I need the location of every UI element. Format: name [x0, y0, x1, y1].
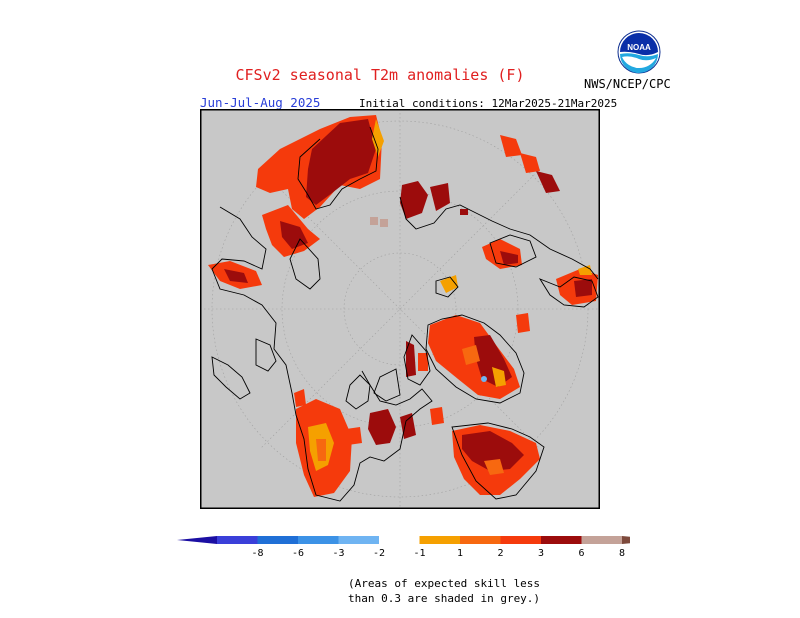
colorbar-right-arrow [622, 536, 630, 544]
colorbar-cell [298, 536, 339, 544]
colorbar: -8 -6 -3 -2 -1 1 2 3 6 8 [177, 536, 630, 559]
colorbar-ticks: -8 -6 -3 -2 -1 1 2 3 6 8 [251, 548, 625, 559]
colorbar-tick-label: -1 [413, 548, 425, 559]
colorbar-tick-label: 6 [578, 548, 584, 559]
latitude-circles [200, 109, 600, 509]
noaa-logo: NOAA [617, 30, 661, 74]
colorbar-cell [257, 536, 298, 544]
anomaly-northeast [440, 135, 598, 305]
anomaly-europe [208, 115, 468, 289]
colorbar-cell [460, 536, 501, 544]
colorbar-tick-label: 8 [619, 548, 625, 559]
colorbar-tick-label: -6 [292, 548, 304, 559]
chart-title: CFSv2 seasonal T2m anomalies (F) [235, 66, 525, 84]
colorbar-tick-label: 3 [538, 548, 544, 559]
colorbar-left-arrow [177, 536, 217, 544]
anomaly-north-america [406, 313, 540, 495]
colorbar-cells [177, 536, 630, 544]
coastlines [211, 126, 599, 502]
colorbar-cell [500, 536, 541, 544]
skill-note: (Areas of expected skill less than 0.3 a… [348, 576, 540, 606]
anomaly-map [200, 109, 600, 509]
skill-note-line-1: (Areas of expected skill less [348, 577, 541, 590]
colorbar-cell [338, 536, 379, 544]
colorbar-cell [581, 536, 622, 544]
colorbar-tick-label: -8 [251, 548, 263, 559]
colorbar-tick-label: 1 [457, 548, 463, 559]
colorbar-cell [379, 536, 420, 544]
colorbar-cell [217, 536, 258, 544]
colorbar-cell [541, 536, 582, 544]
logo-text: NOAA [627, 43, 651, 52]
initial-conditions-label: Initial conditions: 12Mar2025-21Mar2025 [359, 97, 618, 110]
season-label: Jun-Jul-Aug 2025 [200, 95, 321, 110]
skill-note-line-2: than 0.3 are shaded in grey.) [348, 592, 541, 605]
anomaly-asia [294, 389, 444, 497]
colorbar-tick-label: -2 [373, 548, 385, 559]
colorbar-tick-label: -3 [332, 548, 344, 559]
colorbar-cell [419, 536, 460, 544]
organization-label: NWS/NCEP/CPC [584, 77, 671, 91]
colorbar-tick-label: 2 [497, 548, 503, 559]
